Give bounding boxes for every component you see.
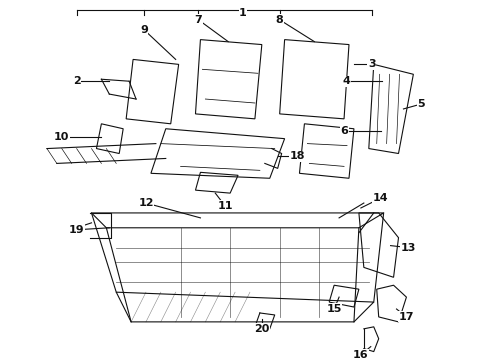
Text: 16: 16 — [353, 350, 368, 360]
Text: 6: 6 — [340, 126, 348, 136]
Text: 5: 5 — [417, 99, 425, 109]
Text: 17: 17 — [399, 312, 414, 322]
Text: 12: 12 — [138, 198, 154, 208]
Text: 3: 3 — [368, 59, 375, 69]
Text: 14: 14 — [373, 193, 389, 203]
Text: 20: 20 — [254, 324, 270, 334]
Text: 4: 4 — [342, 76, 350, 86]
Text: 9: 9 — [140, 25, 148, 35]
Text: 1: 1 — [239, 8, 247, 18]
Text: 10: 10 — [54, 132, 70, 142]
Text: 11: 11 — [218, 201, 233, 211]
Text: 8: 8 — [276, 15, 284, 25]
Text: 7: 7 — [195, 15, 202, 25]
Text: 2: 2 — [73, 76, 80, 86]
Text: 19: 19 — [69, 225, 84, 235]
Text: 13: 13 — [401, 243, 416, 253]
Text: 15: 15 — [326, 304, 342, 314]
Text: 18: 18 — [290, 152, 305, 162]
